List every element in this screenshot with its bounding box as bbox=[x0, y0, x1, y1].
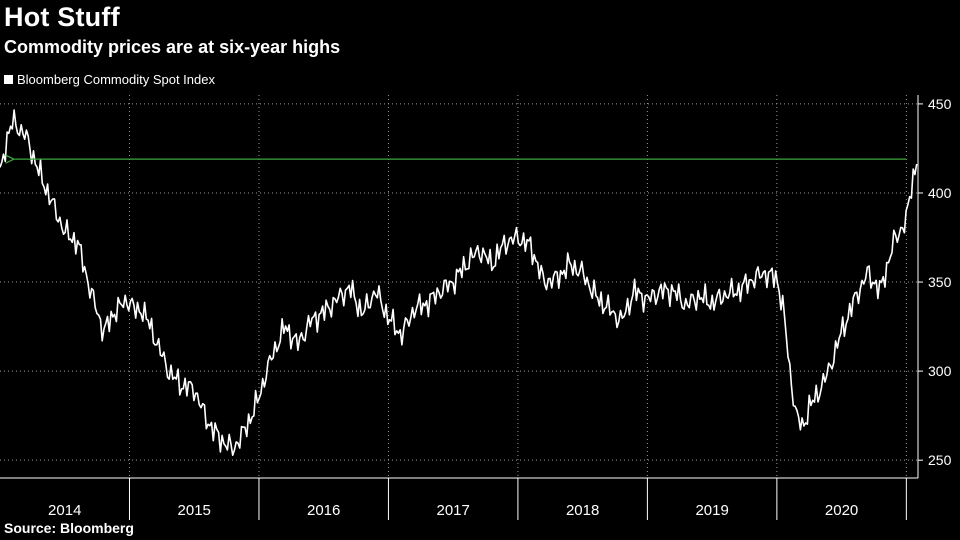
y-tick-label: 300 bbox=[928, 363, 952, 379]
series-layer bbox=[0, 109, 918, 457]
legend-swatch bbox=[4, 75, 13, 84]
legend: Bloomberg Commodity Spot Index bbox=[4, 72, 215, 87]
series-line-0 bbox=[0, 109, 918, 457]
y-tick-label: 450 bbox=[928, 96, 952, 112]
x-tick-label: 2015 bbox=[178, 502, 211, 519]
source-note: Source: Bloomberg bbox=[4, 520, 134, 536]
y-tick-label: 350 bbox=[928, 274, 952, 290]
y-tick-label: 250 bbox=[928, 452, 952, 468]
x-tick-label: 2016 bbox=[307, 502, 340, 519]
axes: 250 300 350 400 450 2014 2015 2016 2017 2018 2019 2… bbox=[0, 95, 952, 520]
x-tick-label: 2019 bbox=[695, 502, 728, 519]
y-tick-label: 400 bbox=[928, 185, 952, 201]
grid bbox=[0, 95, 918, 478]
legend-label: Bloomberg Commodity Spot Index bbox=[17, 72, 215, 87]
x-tick-label: 2014 bbox=[48, 502, 81, 519]
x-tick-label: 2017 bbox=[436, 502, 469, 519]
x-tick-label: 2020 bbox=[825, 502, 858, 519]
x-tick-label: 2018 bbox=[566, 502, 599, 519]
chart-title: Hot Stuff bbox=[4, 2, 120, 32]
chart-subtitle: Commodity prices are at six-year highs bbox=[4, 37, 341, 57]
